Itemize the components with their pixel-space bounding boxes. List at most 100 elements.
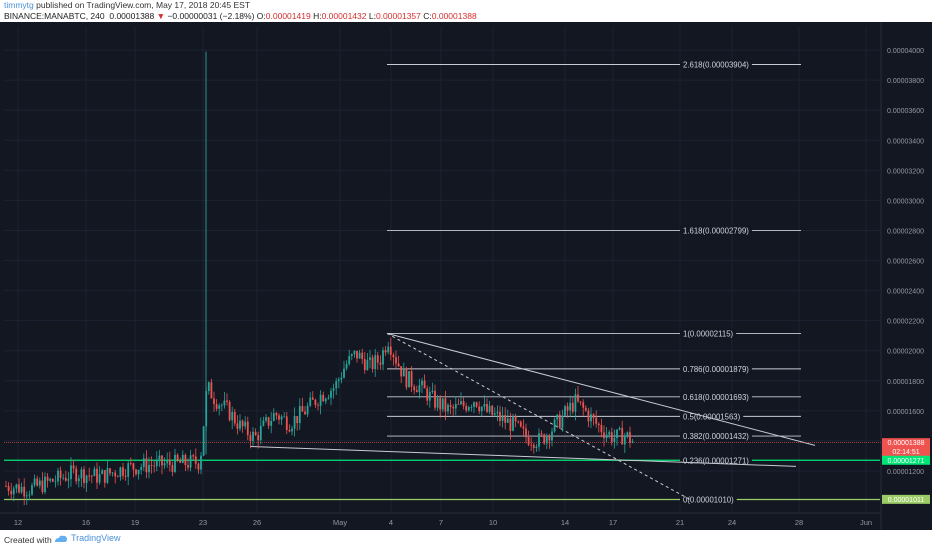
candle-body: [233, 412, 236, 424]
last-price: 0.00001388: [109, 11, 155, 21]
x-tick-label: 28: [795, 518, 803, 527]
candle-body: [369, 357, 371, 360]
candle-body: [90, 475, 93, 477]
open-value: 0.00001419: [265, 11, 311, 21]
candle-body: [405, 368, 408, 388]
candle-body: [231, 412, 234, 421]
symbol-line: BINANCE:MANABTC, 240 0.00001388 ▼ −0.000…: [4, 11, 477, 22]
candle-body: [610, 432, 613, 442]
candle-body: [306, 405, 309, 415]
publish-info: published on TradingView.com, May 17, 20…: [36, 0, 251, 10]
candle-body: [291, 428, 293, 432]
candle-body: [220, 405, 223, 407]
candle-body: [623, 435, 626, 445]
candle-body: [93, 468, 96, 477]
fib-label-bg: [680, 455, 752, 466]
fib-label-bg: [680, 59, 752, 70]
x-tick-label: 7: [439, 518, 443, 527]
candle-body: [387, 346, 390, 353]
y-tick-label: 0.00002000: [887, 349, 924, 356]
candle-body: [148, 465, 150, 473]
y-tick-label: 0.00003000: [887, 198, 924, 205]
candle-body: [345, 364, 348, 369]
candle-body: [283, 416, 286, 418]
fib-label-0-786: 0.786(0.00001879): [683, 365, 749, 374]
candle-body: [538, 433, 540, 447]
y-tick-label: 0.00003200: [887, 168, 924, 175]
candle-body: [31, 485, 33, 495]
candle-body: [317, 404, 319, 406]
candle-body: [197, 463, 200, 470]
candle-body: [447, 404, 449, 412]
x-tick-label: 12: [14, 518, 22, 527]
candle-body: [210, 382, 213, 399]
candle-body: [322, 394, 325, 402]
candle-body: [366, 359, 369, 370]
candle-body: [488, 405, 491, 412]
candle-body: [592, 414, 595, 418]
symbol-label: BINANCE:MANABTC, 240: [4, 11, 105, 21]
candle-body: [145, 458, 148, 473]
candle-body: [270, 420, 273, 426]
candle-body: [25, 495, 28, 497]
candle-body: [85, 475, 88, 483]
candle-body: [319, 394, 322, 406]
y-tick-label: 0.00003600: [887, 108, 924, 115]
candle-body: [428, 391, 431, 401]
price-tag-bg: [882, 438, 930, 457]
low-value: 0.00001357: [375, 11, 421, 21]
candle-body: [246, 421, 249, 436]
candle-body: [361, 352, 364, 360]
fib-label-1: 1(0.00002115): [683, 329, 734, 338]
fib-label-0-236: 0.236(0.00001271): [683, 456, 749, 465]
candle-body: [402, 368, 405, 377]
candle-body: [179, 460, 182, 463]
y-tick-label: 0.00003800: [887, 78, 924, 85]
candle-body: [470, 406, 473, 408]
candle-body: [483, 403, 486, 407]
candle-body: [400, 366, 403, 377]
candle-body: [119, 467, 122, 478]
candle-body: [431, 390, 434, 392]
author-link[interactable]: timmytg: [4, 0, 34, 10]
candle-body: [460, 401, 462, 405]
candle-body: [140, 467, 143, 470]
candle-body: [181, 454, 184, 463]
chart-area[interactable]: 2.618(0.00003904) 1.618(0.00002799) 1(0.00…: [0, 22, 932, 530]
candle-body: [569, 402, 572, 411]
candle-body: [109, 468, 111, 474]
candle-body: [187, 465, 189, 468]
candle-body: [499, 411, 501, 421]
fib-label-bg: [680, 494, 737, 505]
y-tick-label: 0.00004000: [887, 48, 924, 55]
candle-body: [408, 371, 410, 388]
candle-body: [257, 435, 260, 441]
candle-body: [163, 463, 166, 466]
candle-body: [421, 380, 423, 386]
candle-body: [540, 433, 543, 435]
candle-body: [376, 355, 379, 363]
candle-body: [62, 477, 65, 479]
candle-body: [621, 427, 624, 445]
candle-body: [153, 465, 156, 467]
candle-body: [616, 429, 618, 439]
candle-body: [176, 454, 179, 461]
candle-body: [441, 398, 444, 410]
candle-body: [129, 463, 132, 465]
trendline-lower: [249, 445, 797, 467]
candle-body: [462, 401, 465, 406]
candle-body: [161, 455, 163, 466]
chart-svg[interactable]: 2.618(0.00003904) 1.618(0.00002799) 1(0.00…: [0, 22, 932, 530]
candle-body: [577, 394, 579, 402]
close-value: 0.00001388: [431, 11, 477, 21]
candle-body: [603, 432, 605, 439]
candle-body: [114, 472, 117, 477]
candle-body: [189, 455, 192, 468]
candle-body: [475, 402, 478, 407]
candle-body: [410, 371, 413, 387]
tradingview-brand[interactable]: TradingView: [54, 533, 121, 543]
candle-body: [80, 469, 83, 479]
candle-body: [280, 416, 283, 420]
trendline-upper: [386, 332, 816, 446]
candle-body: [213, 398, 215, 405]
